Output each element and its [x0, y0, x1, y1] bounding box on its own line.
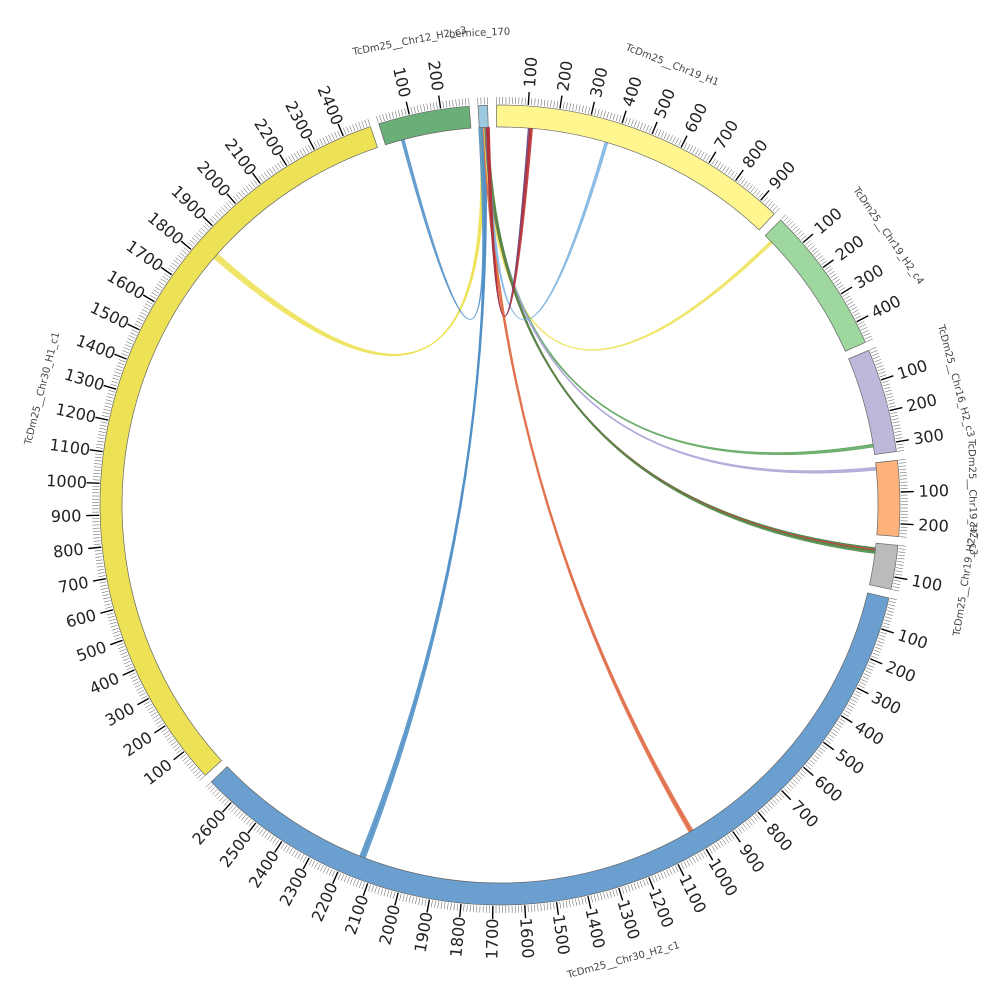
tick-label: 1000 — [704, 855, 741, 900]
tick-label: 800 — [52, 540, 84, 562]
tick-label: 2500 — [216, 827, 256, 871]
segment-chr16h2c3 — [848, 349, 897, 455]
tick-label: 400 — [851, 717, 887, 749]
tick-label: 1000 — [46, 471, 88, 492]
tick-label: 1400 — [73, 331, 118, 364]
tick-label: 700 — [57, 573, 91, 597]
tick-label: 1500 — [549, 913, 574, 956]
tick-label: 2100 — [341, 892, 372, 937]
tick-label: 2400 — [314, 83, 347, 128]
tick-label: 1400 — [581, 906, 608, 950]
ticks-bernice — [477, 97, 488, 105]
segment-chr19h2c4 — [764, 219, 866, 352]
tick-label: 100 — [918, 481, 949, 501]
tick-label: 1100 — [675, 871, 710, 916]
tick-label: 200 — [832, 231, 868, 264]
tick-label: 100 — [810, 204, 846, 238]
segment-label-chr30h1c1: TcDm25__Chr30_H1_c1 — [23, 331, 63, 447]
tick-label: 200 — [883, 657, 918, 686]
ticks-chr19h2c3: 100 200 — [898, 459, 949, 538]
tick-label: 600 — [811, 772, 847, 806]
segment-chr19h1 — [496, 104, 775, 231]
tick-label: 900 — [51, 506, 82, 526]
segment-label-chr19h2c2: TcDm25__Chr19_H2_c2 — [952, 521, 981, 638]
tick-label: 1700 — [482, 918, 502, 959]
tick-label: 500 — [832, 745, 868, 778]
tick-label: 400 — [87, 669, 123, 699]
tick-label: 2300 — [281, 98, 317, 143]
ticks-chr19h2c2: 100 — [891, 545, 944, 595]
ticks-chr30h2c1: 1002003004005006007008009001000110012001… — [188, 597, 930, 959]
tick-label: 1600 — [104, 266, 149, 303]
tick-label: 100 — [140, 755, 176, 789]
tick-label: 800 — [738, 136, 771, 172]
tick-label: 1600 — [516, 917, 537, 959]
tick-label: 300 — [102, 699, 138, 730]
tick-label: 600 — [64, 605, 98, 631]
tick-label: 2100 — [221, 135, 261, 179]
tick-label: 1500 — [87, 298, 132, 333]
tick-label: 500 — [74, 637, 109, 665]
tick-label: 1300 — [613, 897, 643, 942]
tick-label: 400 — [618, 74, 645, 109]
tick-label: 2200 — [308, 880, 342, 925]
segment-label-chr19h2c3: TcDm25__Chr19_H2_c3 — [965, 438, 978, 555]
tick-label: 300 — [586, 65, 611, 99]
segment-label-bernice: bernice_170 — [449, 27, 511, 41]
tick-label: 600 — [681, 100, 712, 136]
tick-label: 2400 — [245, 847, 283, 892]
tick-label: 800 — [762, 819, 796, 855]
segment-chr30h2c1 — [210, 592, 890, 906]
tick-label: 700 — [787, 796, 822, 831]
tick-label: 500 — [650, 86, 679, 121]
segment-label-chr16h2c3: TcDm25__Chr16_H2_c3 — [935, 323, 976, 439]
tick-label: 1300 — [62, 365, 106, 395]
tick-label: 300 — [851, 260, 887, 292]
tick-label: 1800 — [144, 208, 187, 249]
tick-label: 300 — [912, 425, 945, 449]
tick-label: 1200 — [54, 400, 98, 427]
link-bernice-chr30h2c1 — [359, 126, 487, 858]
tick-label: 300 — [868, 687, 904, 718]
segment-label-chr30h2c1: TcDm25__Chr30_H2_c1 — [565, 940, 681, 981]
segment-chr19h2c3 — [875, 459, 901, 537]
tick-label: 200 — [918, 515, 949, 535]
tick-label: 100 — [520, 56, 541, 88]
tick-label: 100 — [895, 356, 930, 384]
tick-label: 1800 — [446, 916, 469, 958]
tick-label: 400 — [868, 291, 904, 322]
tick-label: 2000 — [375, 903, 404, 947]
tick-label: 1700 — [123, 236, 167, 275]
tick-label: 200 — [424, 59, 447, 92]
segment-chr30h1c1 — [99, 126, 378, 776]
tick-label: 900 — [765, 157, 799, 193]
tick-label: 1900 — [411, 910, 437, 953]
tick-label: 2200 — [250, 115, 288, 160]
tick-label: 1200 — [645, 886, 678, 931]
tick-label: 200 — [905, 390, 939, 416]
tick-label: 100 — [389, 65, 414, 99]
tick-label: 700 — [710, 117, 742, 153]
tick-label: 2300 — [276, 864, 312, 909]
tick-label: 900 — [735, 840, 768, 876]
tick-label: 100 — [910, 571, 943, 595]
segment-label-chr12h2c3: TcDm25__Chr12_H2_c3 — [351, 25, 468, 58]
link-bernice-chr19h1 — [485, 126, 609, 321]
link-chr12h2c3-bernice — [400, 127, 485, 320]
tick-label: 1100 — [48, 435, 91, 459]
tick-label: 100 — [895, 625, 930, 653]
segment-bernice — [477, 104, 489, 128]
tick-label: 200 — [120, 728, 156, 761]
tick-label: 200 — [553, 59, 576, 92]
segment-chr19h2c2 — [869, 542, 899, 590]
segment-chr12h2c3 — [378, 105, 472, 146]
link-bernice-chr30h2c1 — [362, 126, 487, 859]
tick-label: 2000 — [193, 157, 234, 200]
